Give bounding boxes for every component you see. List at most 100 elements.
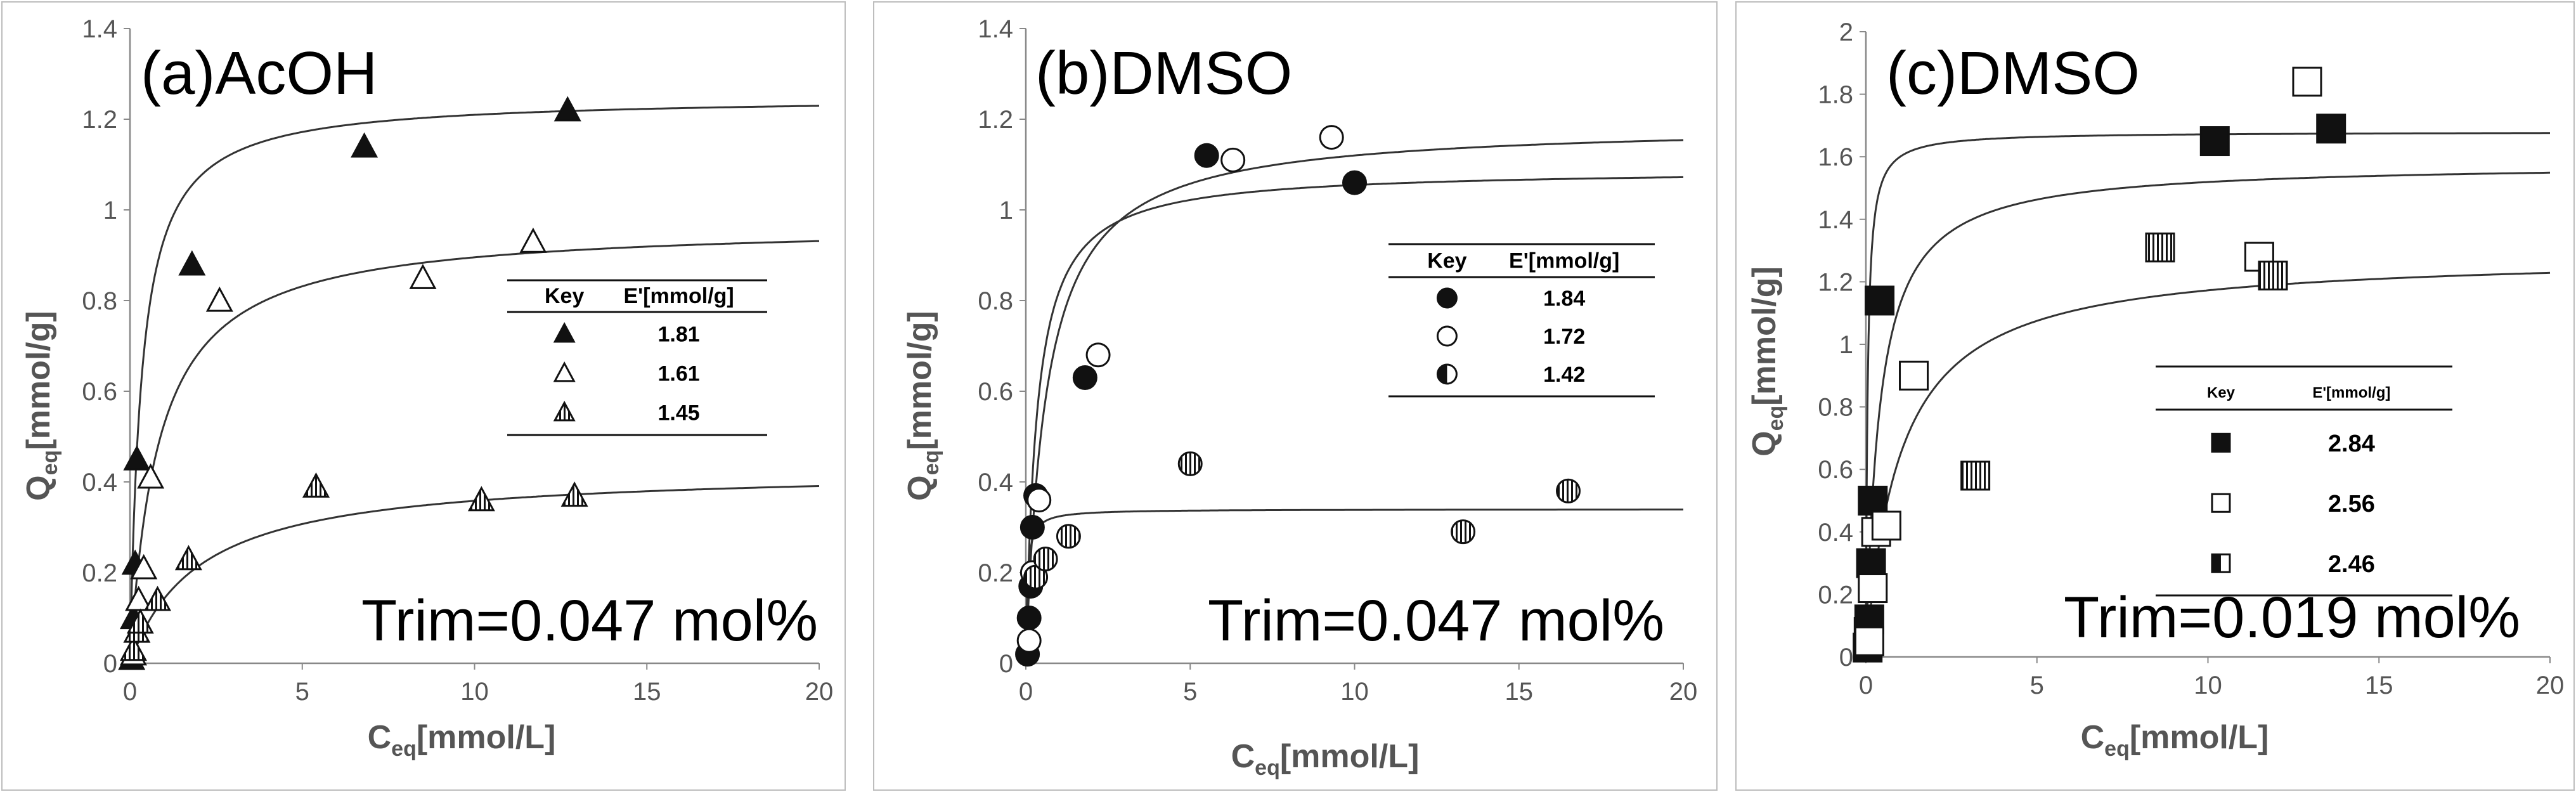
- panel-a-ytick-label: 1.2: [82, 106, 117, 134]
- svg-text:Qeq[mmol/g]: Qeq[mmol/g]: [1746, 266, 1788, 457]
- panel-c-legend-marker-2: [2211, 493, 2231, 513]
- panel-a-acoh: (a)AcOH Trim=0.047 mol% Qeq[mmol/g] Ceq[…: [1, 1, 846, 791]
- panel-a-ytick-label: 0.8: [82, 287, 117, 315]
- panel-c-legend-header-value: E'[mmol/g]: [2312, 384, 2390, 401]
- panel-b-ylabel-main: Q: [902, 475, 938, 500]
- panel-b-ytick-label: 1.2: [978, 106, 1013, 134]
- panel-a-frame: [1, 1, 846, 791]
- panel-b-series-3-point: [1056, 524, 1081, 549]
- panel-a-legend-marker-3: [553, 400, 576, 422]
- panel-b-legend-marker-1: [1436, 287, 1458, 309]
- panel-c-legend-header-key: Key: [2207, 384, 2236, 401]
- panel-a-legend-marker-1-shape: [553, 321, 576, 343]
- panel-b-xtick-label: 10: [1340, 678, 1369, 706]
- panel-c-xtick-label: 0: [1859, 672, 1873, 699]
- panel-b-xlabel-main: C: [1231, 738, 1255, 775]
- panel-c-ytick-label: 0.8: [1818, 394, 1853, 422]
- panel-c-ytick-label: 0.6: [1818, 456, 1853, 484]
- panel-b-legend-header-value: E'[mmol/g]: [1509, 249, 1619, 273]
- panel-b-series-3-point: [1177, 451, 1203, 476]
- panel-a-xtick-label: 20: [805, 678, 834, 706]
- panel-a-data-points: [118, 96, 588, 670]
- panel-c-legend-marker-1-shape: [2211, 432, 2231, 453]
- panel-c-ytick-label: 1.4: [1818, 206, 1853, 234]
- panel-c-legend-value-1: 2.84: [2328, 431, 2375, 457]
- panel-b-series-2-point: [1085, 342, 1111, 368]
- panel-b-legend: Key E'[mmol/g] 1.84 1.72 1.42: [1388, 243, 1655, 398]
- panel-c-ytick-label: 0.4: [1818, 519, 1853, 547]
- panel-b-ytick-label: 0: [999, 650, 1013, 678]
- panel-b-ylabel-unit: [mmol/g]: [902, 311, 938, 450]
- panel-b-series-2-point: [1026, 488, 1052, 513]
- panel-c-ytick-label: 2: [1839, 18, 1853, 46]
- panel-b-series-1-point: [1072, 365, 1097, 391]
- panel-a-series-2-point: [519, 227, 547, 253]
- panel-a-legend-marker-1: [553, 321, 576, 343]
- panel-b-legend-value-2: 1.72: [1543, 325, 1585, 349]
- panel-c-legend-marker-1: [2211, 432, 2231, 453]
- panel-c-ytick-label: 1: [1839, 331, 1853, 359]
- panel-b-xtick-label: 5: [1183, 678, 1197, 706]
- panel-b-series-2-point: [1016, 628, 1042, 653]
- panel-b-series-1-point: [1019, 515, 1045, 540]
- panel-a-ytick-label: 0.6: [82, 378, 117, 406]
- panel-a-ylabel-main: Q: [20, 475, 57, 500]
- panel-b-ytick-label: 1.4: [978, 15, 1013, 43]
- panel-c-title: (c)DMSO: [1886, 39, 2140, 107]
- panel-a-x-axis-title: Ceq[mmol/L]: [368, 719, 556, 761]
- panel-a-series-3-point: [143, 585, 171, 611]
- panel-a-legend-marker-3-shape: [553, 400, 576, 422]
- panel-a-series-1-point: [123, 445, 151, 471]
- panel-a-title: (a)AcOH: [141, 39, 377, 107]
- panel-b-axes: 0 0.2 0.4 0.6 0.8 1 1.2 1.4 0 5 10 15 20: [978, 15, 1697, 706]
- panel-b-legend-marker-2: [1436, 325, 1458, 347]
- panel-c-ytick-label: 0.2: [1818, 581, 1853, 609]
- panel-b-ytick-label: 0.8: [978, 287, 1013, 315]
- panel-a-y-axis-title: Qeq[mmol/g]: [20, 311, 62, 501]
- panel-b-xtick-label: 20: [1669, 678, 1698, 706]
- panel-a-series-2-point: [125, 585, 153, 611]
- panel-b-ytick-label: 0.6: [978, 378, 1013, 406]
- panel-a-xtick-label: 15: [633, 678, 661, 706]
- panel-a-series-3-point: [119, 635, 147, 661]
- panel-a-ytick-label: 1: [103, 197, 117, 224]
- panel-b-legend-value-1: 1.84: [1543, 287, 1585, 311]
- panel-c-xlabel-unit: [mmol/L]: [2130, 719, 2269, 756]
- panel-a-xlabel-unit: [mmol/L]: [417, 719, 556, 756]
- panel-c-y-axis-title: Qeq[mmol/g]: [1746, 266, 1788, 457]
- svg-text:Qeq[mmol/g]: Qeq[mmol/g]: [902, 311, 943, 501]
- panel-a-series-3-point: [302, 472, 330, 498]
- panel-a-ytick-label: 1.4: [82, 15, 117, 43]
- panel-b-series-1-point: [1342, 170, 1367, 195]
- panel-a-series-3-point: [126, 608, 154, 634]
- panel-b-fit-curve-3: [1025, 509, 1683, 663]
- panel-c-dmso: (c)DMSO Trim=0.019 mol% Qeq[mmol/g] Ceq[…: [1735, 1, 2575, 791]
- panel-c-ytick-label: 1.8: [1818, 81, 1853, 109]
- panel-a-series-2-point: [130, 554, 158, 580]
- panel-b-fit-curves: [1025, 139, 1684, 663]
- panel-b-xtick-label: 15: [1505, 678, 1534, 706]
- panel-a-series-2-point: [137, 463, 165, 489]
- panel-c-axes: 00.20.40.60.811.21.41.61.820 5 10 15 20: [1818, 18, 2564, 699]
- panel-b-ytick-label: 1: [999, 197, 1013, 224]
- panel-c-ylabel-unit: [mmol/g]: [1746, 266, 1783, 406]
- panel-b-series-1-point: [1016, 606, 1042, 630]
- panel-a-series-1-point: [553, 96, 581, 122]
- panel-c-series-1-point: [2199, 126, 2230, 157]
- panel-b-legend-marker-2-shape: [1436, 325, 1458, 347]
- panel-c-legend-value-3: 2.46: [2328, 551, 2375, 578]
- panel-b-series-3-point: [1556, 478, 1581, 503]
- panel-a-ytick-label: 0.4: [82, 469, 117, 497]
- panel-a-xlabel-main: C: [368, 719, 392, 756]
- panel-a-legend-marker-2-shape: [553, 361, 576, 382]
- panel-c-series-3-point: [1960, 460, 1991, 491]
- panel-b-trim-annotation: Trim=0.047 mol%: [1208, 588, 1664, 653]
- panel-c-ylabel-main: Q: [1746, 431, 1783, 456]
- panel-c-xtick-label: 20: [2536, 672, 2565, 699]
- panel-a-series-2-point: [205, 286, 233, 312]
- panel-a-series-2-point: [409, 264, 437, 289]
- panel-c-xtick-label: 15: [2365, 672, 2393, 699]
- panel-b-data-points: [1015, 125, 1581, 667]
- panel-c-series-2-point: [1871, 510, 1901, 541]
- panel-a-xtick-label: 10: [460, 678, 489, 706]
